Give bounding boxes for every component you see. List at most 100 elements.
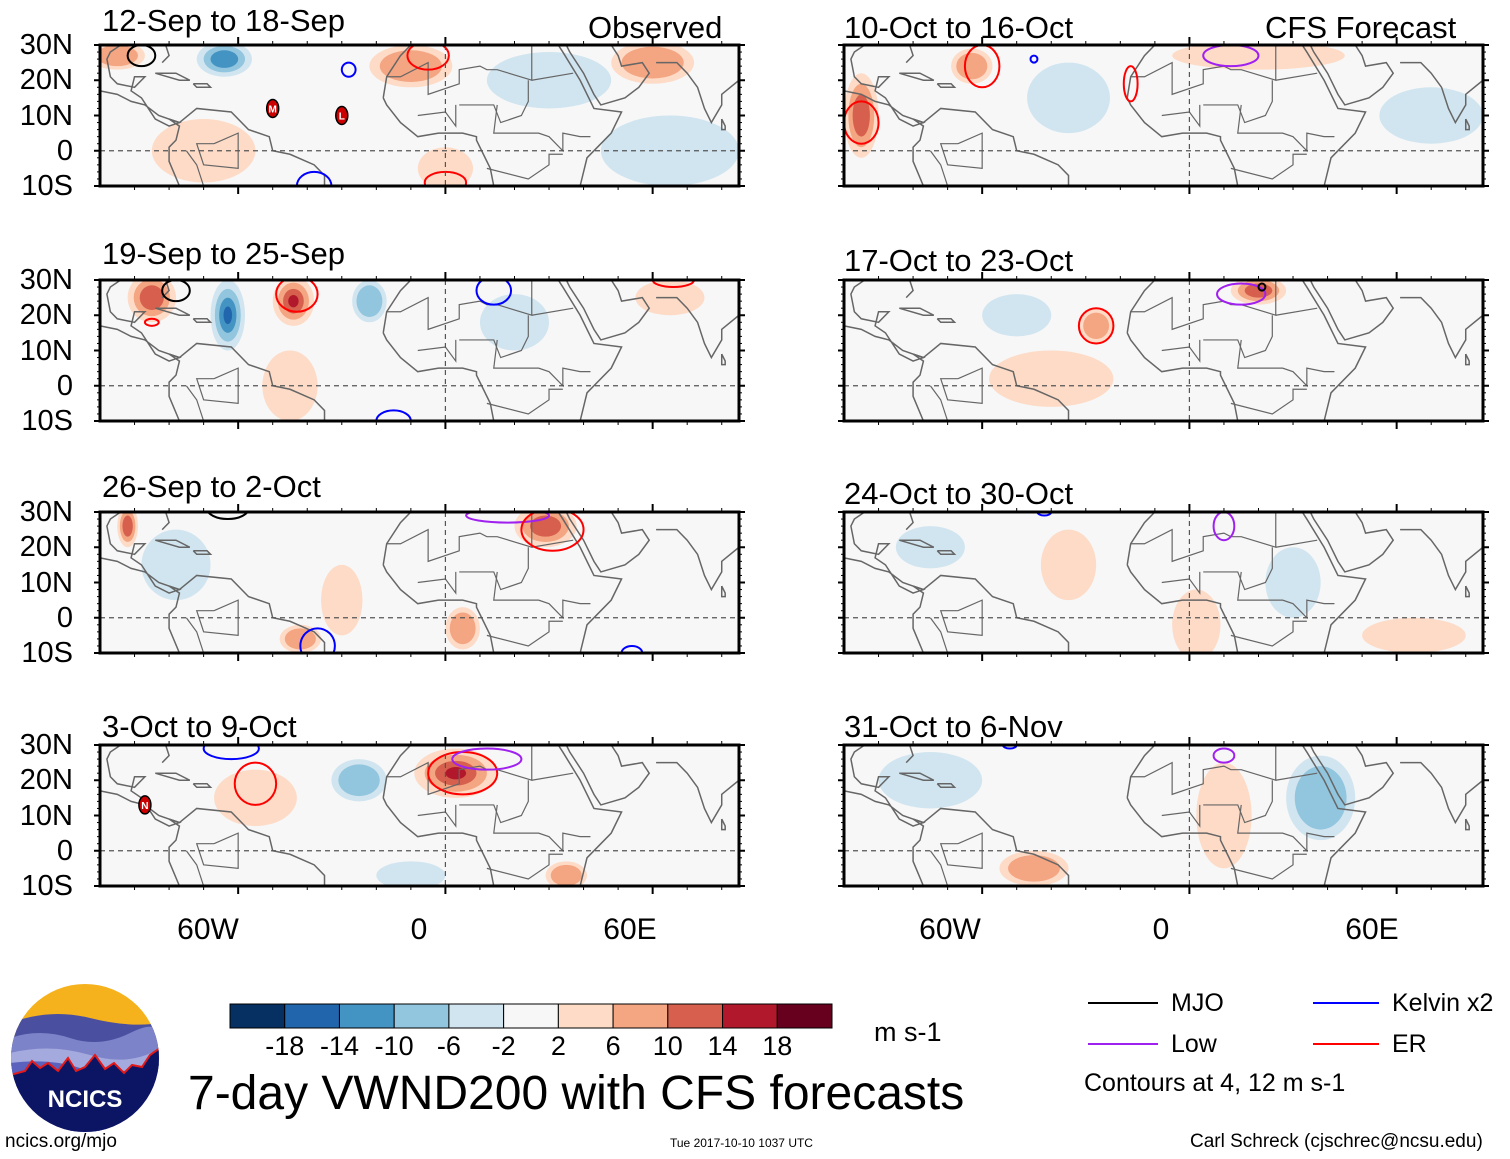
- coastline: [1464, 353, 1470, 366]
- coastline: [565, 745, 651, 806]
- anomaly-shading-neg: [982, 294, 1052, 337]
- contour-kelvin: [340, 61, 357, 78]
- map-panel-5: [838, 37, 1489, 194]
- legend-note: Contours at 4, 12 m s-1: [1084, 1069, 1346, 1097]
- contour-er: [233, 761, 278, 806]
- coastline: [155, 72, 191, 81]
- y-tick-label-row1-4: 0: [56, 134, 73, 167]
- country-border: [1230, 153, 1307, 180]
- coastline: [720, 818, 726, 831]
- country-border: [417, 339, 457, 363]
- coastline: [936, 783, 957, 789]
- country-border: [185, 617, 205, 653]
- coastline: [936, 550, 957, 556]
- coastline: [1126, 745, 1367, 886]
- coastline: [1309, 512, 1395, 573]
- anomaly-shading-pos: [956, 52, 988, 80]
- footer-author: Carl Schreck (cjschrec@ncsu.edu): [1190, 1131, 1483, 1152]
- coastline: [192, 318, 213, 324]
- country-border: [459, 780, 529, 824]
- country-border: [1203, 80, 1273, 124]
- contour-er: [844, 100, 880, 145]
- y-tick-label-row3-4: 0: [56, 601, 73, 634]
- coastline: [168, 107, 326, 186]
- country-border: [486, 153, 563, 180]
- coastline: [912, 574, 1070, 653]
- contour-er: [963, 45, 1001, 89]
- country-border: [929, 850, 949, 886]
- coastline: [1464, 585, 1470, 598]
- contour-low: [1216, 282, 1267, 306]
- panel-title-8: 31-Oct to 6-Nov: [844, 709, 1063, 744]
- country-border: [459, 80, 529, 124]
- contour-kelvin: [375, 409, 412, 421]
- country-border: [417, 571, 457, 595]
- coastline: [168, 342, 326, 421]
- coastline: [720, 353, 726, 366]
- anomaly-shading-pos: [852, 94, 870, 137]
- colorbar-tick-label-6: 2: [550, 1031, 566, 1061]
- legend-label-low: Low: [1171, 1030, 1217, 1058]
- country-border: [195, 132, 239, 170]
- country-border: [185, 385, 205, 421]
- country-border: [929, 385, 949, 421]
- colorbar-tick-label-10: 18: [762, 1031, 793, 1061]
- coastline: [912, 807, 1070, 886]
- coastline: [1400, 512, 1483, 592]
- anomaly-shading-pos: [139, 285, 164, 310]
- coastline: [656, 280, 739, 360]
- country-border: [1161, 104, 1201, 128]
- coastline: [656, 745, 739, 825]
- coastline: [1464, 818, 1470, 831]
- coastline: [1400, 45, 1483, 125]
- panel-title-2: 19-Sep to 25-Sep: [102, 236, 346, 271]
- country-border: [459, 315, 529, 359]
- coastline: [565, 45, 651, 106]
- map-panel-7: [838, 504, 1489, 661]
- colorbar-tick-label-1: -18: [265, 1031, 305, 1061]
- country-border: [1161, 339, 1201, 363]
- tropical-storm-icon: M: [265, 98, 280, 119]
- contour-er: [143, 317, 160, 327]
- contour-er: [275, 280, 319, 313]
- country-border: [1203, 547, 1273, 591]
- coastline: [844, 512, 926, 594]
- country-border: [1275, 307, 1318, 316]
- coastline: [100, 512, 182, 594]
- contour-mjo: [161, 280, 191, 303]
- y-tick-label-row2-1: 30N: [19, 264, 73, 296]
- coastline: [905, 745, 914, 764]
- ncics-logo: NCICS: [11, 984, 159, 1132]
- country-border: [1237, 804, 1335, 853]
- figure-title: 7-day VWND200 with CFS forecasts: [188, 1067, 965, 1120]
- panel-title-7: 24-Oct to 30-Oct: [844, 476, 1074, 511]
- y-tick-label-row2-3: 10N: [19, 334, 73, 367]
- map-panel-6: [838, 272, 1489, 429]
- coastline: [936, 318, 957, 324]
- contour-kelvin: [295, 170, 333, 186]
- legend-label-er: ER: [1392, 1030, 1427, 1058]
- anomaly-shading-pos: [122, 515, 133, 537]
- country-border: [493, 339, 591, 388]
- coastline: [155, 307, 191, 316]
- country-border: [386, 745, 533, 796]
- colorbar-swatch-4: [393, 1003, 450, 1029]
- country-border: [1130, 45, 1277, 96]
- country-border: [493, 804, 591, 853]
- contour-kelvin: [1001, 745, 1018, 750]
- y-tick-label-row1-1: 30N: [19, 29, 73, 61]
- country-border: [1275, 772, 1318, 781]
- colorbar-tick-label-9: 14: [707, 1031, 738, 1061]
- contour-kelvin: [475, 280, 513, 306]
- y-tick-label-row3-3: 10N: [19, 566, 73, 599]
- contour-er: [651, 280, 696, 289]
- x-tick-label-60e-right: 60E: [1345, 913, 1399, 946]
- country-border: [417, 104, 457, 128]
- country-border: [1230, 620, 1307, 647]
- anomaly-shading-neg: [223, 306, 233, 325]
- coastline: [192, 83, 213, 89]
- tropical-storm-icon: N: [138, 795, 152, 815]
- y-tick-label-row4-2: 20N: [19, 764, 73, 797]
- anomaly-shading-pos: [1008, 855, 1060, 882]
- x-tick-label-60w-right: 60W: [919, 913, 981, 946]
